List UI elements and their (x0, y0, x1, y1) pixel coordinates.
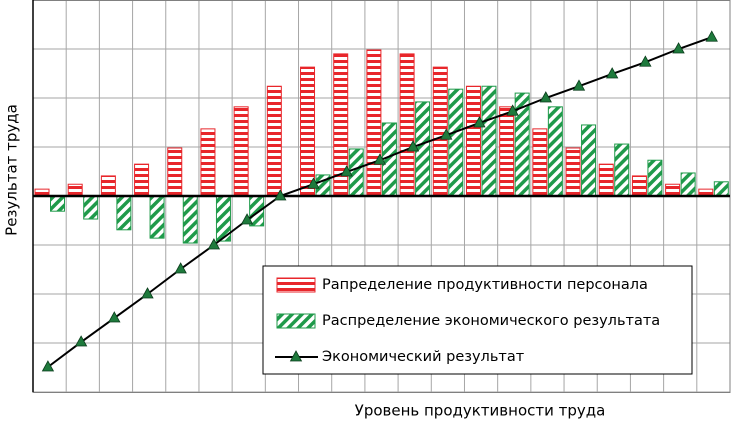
x-axis-title: Уровень продуктивности труда (355, 402, 606, 420)
bar (680, 172, 696, 197)
line-marker (406, 140, 420, 152)
bar (100, 175, 116, 197)
line-marker (605, 67, 619, 79)
line-marker (240, 213, 254, 225)
legend-box (262, 265, 693, 375)
line-marker (539, 91, 552, 103)
bar (448, 88, 464, 197)
line-marker (672, 42, 685, 54)
bar (381, 122, 397, 197)
line-marker (340, 165, 353, 177)
legend-swatch (276, 277, 316, 293)
bar (713, 181, 729, 197)
line-marker (572, 79, 586, 91)
legend-label: Распределение экономического результата (322, 313, 660, 329)
line-marker (41, 360, 55, 372)
line-marker (373, 153, 387, 165)
line-marker (440, 128, 453, 140)
legend-marker (289, 350, 303, 362)
bar (167, 147, 183, 197)
bar (665, 183, 681, 197)
bar (532, 128, 548, 197)
line-marker (473, 116, 486, 128)
bar (300, 66, 316, 197)
bar (631, 175, 647, 197)
bar (134, 163, 150, 197)
bar (399, 53, 415, 197)
bar (565, 147, 581, 197)
legend-swatch (276, 313, 316, 329)
bar (614, 143, 630, 197)
line-marker (174, 262, 187, 274)
bar (547, 106, 563, 197)
legend-label: Рапределение продуктивности персонала (322, 277, 648, 293)
bar (149, 195, 165, 239)
line-marker (506, 104, 519, 116)
bar (50, 195, 65, 212)
line-marker (274, 189, 287, 201)
bar (83, 195, 99, 220)
bar (366, 49, 382, 197)
bar (481, 85, 497, 197)
bar (499, 106, 515, 197)
legend-label: Экономический результат (322, 349, 525, 365)
legend: Рапределение продуктивности персонала Рас… (262, 265, 693, 375)
bar (266, 85, 282, 197)
bar (598, 163, 614, 197)
bar (182, 195, 198, 244)
bar (200, 128, 216, 197)
line-marker (639, 55, 652, 67)
bar (249, 195, 265, 227)
line-marker (141, 287, 154, 299)
bar (581, 124, 597, 197)
bar (116, 195, 132, 231)
line-marker (74, 335, 88, 347)
bar (67, 183, 83, 197)
bar (348, 148, 364, 197)
bar (465, 85, 481, 197)
y-axis-title: Результат труда (3, 104, 21, 236)
line-marker (705, 30, 718, 42)
bar (233, 106, 249, 197)
bar (647, 159, 663, 197)
line-marker (207, 238, 221, 250)
line-marker (307, 177, 320, 189)
line-marker (108, 311, 121, 323)
